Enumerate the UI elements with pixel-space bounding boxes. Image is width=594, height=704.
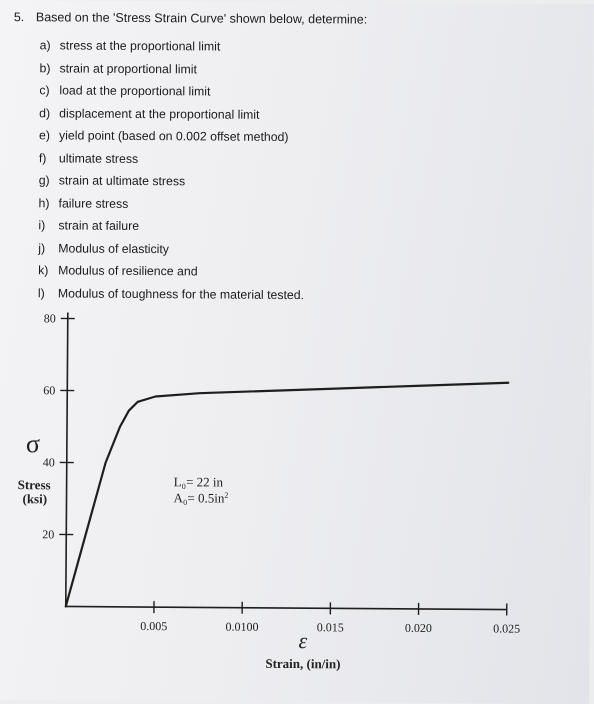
annotation-initial-area-exponent: 2	[224, 491, 228, 500]
x-axis-line	[66, 606, 507, 609]
x-axis-label: Strain, (in/in)	[265, 656, 340, 672]
y-tick-label: 60	[43, 383, 55, 397]
y-axis-symbol: σ	[26, 429, 40, 458]
annotation-initial-area-value: A₀= 0.5in	[173, 490, 224, 505]
y-axis-label-unit: (ksi)	[22, 491, 47, 506]
y-axis-label-stress: Stress	[18, 477, 51, 492]
x-axis-symbol: ε	[298, 628, 307, 653]
x-tick-label: 0.015	[317, 620, 344, 634]
stress-strain-curve	[66, 380, 509, 610]
x-tick-label: 0.025	[493, 621, 520, 635]
y-tick-label: 40	[43, 455, 55, 469]
chart-ticks: 0.005 0.0100 0.015 0.020 0.025 20 40 60 80	[42, 311, 523, 635]
annotation-initial-length: L₀= 22 in	[174, 474, 224, 489]
x-tick-label: 0.005	[140, 619, 167, 633]
annotation-initial-area: A₀= 0.5in2	[173, 490, 228, 505]
y-tick-label: 20	[42, 527, 54, 541]
y-axis-line	[66, 312, 68, 606]
x-tick-label: 0.020	[405, 621, 432, 635]
y-tick-label: 80	[44, 311, 56, 325]
chart-axes	[66, 312, 509, 609]
x-tick-label: 0.0100	[225, 620, 258, 634]
